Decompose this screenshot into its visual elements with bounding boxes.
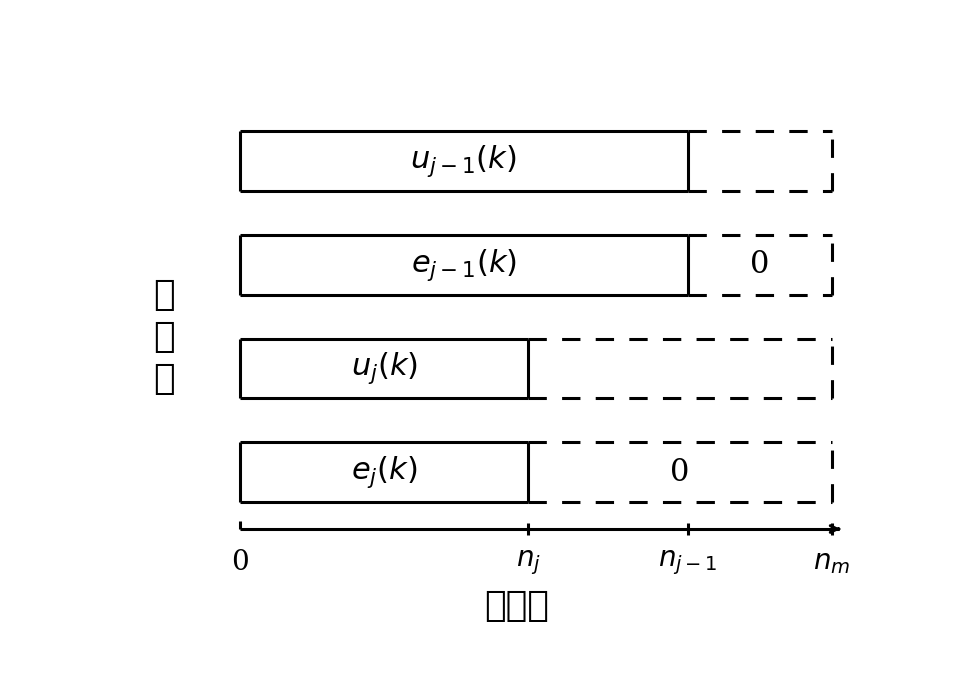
Text: 0: 0 [231, 548, 248, 575]
Text: $n_{j-1}$: $n_{j-1}$ [657, 548, 717, 577]
Text: $u_{j-1}(k)$: $u_{j-1}(k)$ [410, 143, 516, 179]
Text: 0: 0 [749, 249, 769, 280]
Text: $n_m$: $n_m$ [813, 548, 850, 575]
Text: 0: 0 [670, 456, 689, 487]
Text: $e_{j}(k)$: $e_{j}(k)$ [350, 454, 417, 490]
Text: $e_{j-1}(k)$: $e_{j-1}(k)$ [411, 247, 516, 283]
Text: $n_j$: $n_j$ [515, 548, 540, 577]
Text: 迭
代
轴: 迭 代 轴 [154, 278, 175, 396]
Text: 时间轴: 时间轴 [484, 589, 549, 623]
Text: $u_{j}(k)$: $u_{j}(k)$ [350, 351, 418, 386]
